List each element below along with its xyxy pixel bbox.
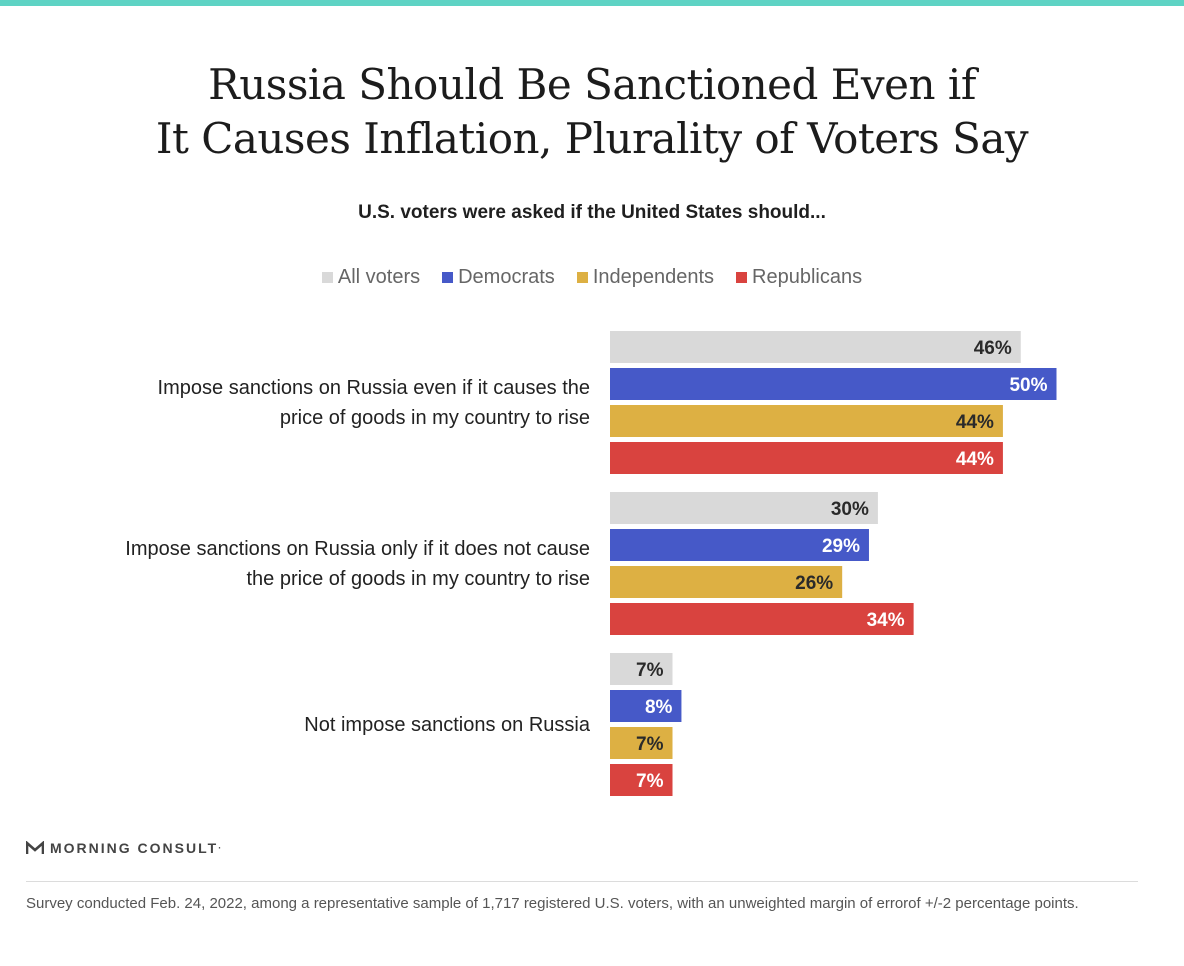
brand-logo: MORNING CONSULT · [26,840,221,856]
morning-consult-logo-icon [26,841,44,854]
legend-label: All voters [337,266,421,288]
legend-swatch [321,272,333,283]
legend-item-all-voters: All voters [321,266,421,289]
legend-swatch [442,272,454,283]
bar-value-label: 34% [867,610,905,631]
category-label-3: Not impose sanctions on Russia [30,710,590,740]
legend-item-independents: Independents [576,266,715,289]
legend-label: Republicans [752,266,863,288]
bar-all-voters-3 [610,653,673,685]
chart-legend: All voters Democrats Independents Republica… [0,266,1184,289]
chart-subtitle: U.S. voters were asked if the United Sta… [358,202,826,223]
bar-all-voters-2 [610,492,878,524]
category-label-line: Impose sanctions on Russia even if it ca… [157,376,590,399]
top-accent-bar [0,0,1184,6]
bar-value-label: 8% [645,697,673,718]
bar-value-label: 26% [795,573,833,594]
bar-value-label: 29% [822,536,860,557]
category-label-1: Impose sanctions on Russia even if it ca… [30,373,590,433]
bar-republicans-3 [610,764,673,796]
bar-all-voters-1 [610,331,1021,363]
legend-swatch [576,272,588,283]
bar-value-label: 44% [956,449,994,470]
bar-democrats-2 [610,529,869,561]
bar-republicans-1 [610,442,1003,474]
category-label-line: Not impose sanctions on Russia [304,713,590,736]
bar-value-label: 7% [636,734,664,755]
legend-label: Independents [592,266,715,288]
legend-label: Democrats [458,266,555,288]
brand-logo-mark: · [218,843,222,853]
bar-value-label: 44% [956,412,994,433]
bar-independents-1 [610,405,1003,437]
legend-item-republicans: Republicans [736,266,862,289]
bar-value-label: 7% [636,771,664,792]
chart-title: Russia Should Be Sanctioned Even if It C… [0,58,1184,166]
category-label-line: price of goods in my country to rise [279,406,590,429]
bar-value-label: 7% [636,660,664,681]
bar-independents-3 [610,727,673,759]
category-label-2: Impose sanctions on Russia only if it do… [30,534,590,594]
survey-footnote: Survey conducted Feb. 24, 2022, among a … [26,895,1079,912]
chart-title-line-2: It Causes Inflation, Plurality of Voters… [155,114,1029,163]
bar-value-label: 30% [831,499,869,520]
bar-democrats-3 [610,690,682,722]
chart-title-line-1: Russia Should Be Sanctioned Even if [208,60,976,109]
bar-independents-2 [610,566,843,598]
footer-divider [26,881,1138,882]
brand-logo-text: MORNING CONSULT [50,840,219,856]
category-label-line: Impose sanctions on Russia only if it do… [125,537,590,560]
legend-swatch [736,272,748,283]
bar-value-label: 46% [974,338,1012,359]
bar-value-label: 50% [1009,375,1047,396]
bar-democrats-1 [610,368,1057,400]
legend-item-democrats: Democrats [442,266,555,289]
bar-republicans-2 [610,603,914,635]
category-label-line: the price of goods in my country to rise [246,567,591,590]
